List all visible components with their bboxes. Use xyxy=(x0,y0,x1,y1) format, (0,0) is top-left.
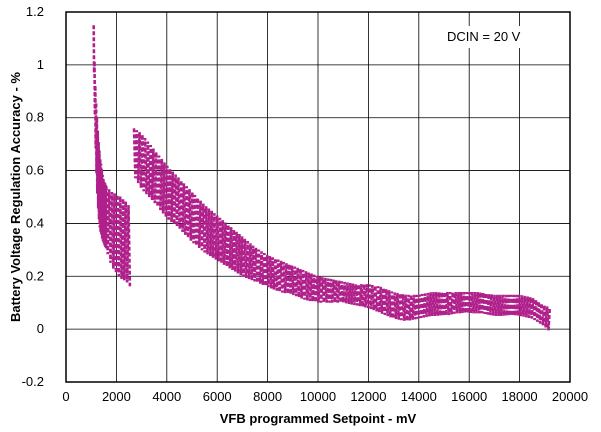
y-tick-label: 0.8 xyxy=(26,110,44,125)
x-tick-label: 20000 xyxy=(552,389,588,404)
x-tick-label: 8000 xyxy=(253,389,282,404)
plot-frame xyxy=(65,11,571,383)
series-line xyxy=(105,186,132,287)
annotation-box xyxy=(440,26,552,48)
x-tick-label: 2000 xyxy=(102,389,131,404)
y-tick-labels: -0.2 0 0.2 0.4 0.6 0.8 1 1.2 xyxy=(22,4,44,389)
grid xyxy=(65,11,571,383)
x-tick-label: 10000 xyxy=(300,389,336,404)
series-line xyxy=(132,128,552,331)
annotation-text: DCIN = 20 V xyxy=(447,29,521,44)
y-axis-title: Battery Voltage Regulation Accuracy - % xyxy=(8,72,23,322)
x-tick-labels: 0 2000 4000 6000 8000 10000 12000 14000 16000 180… xyxy=(62,389,588,404)
x-axis-title: VFB programmed Setpoint - mV xyxy=(220,411,417,426)
y-tick-label: 0 xyxy=(37,321,44,336)
x-tick-label: 6000 xyxy=(203,389,232,404)
y-tick-label: 0.4 xyxy=(26,215,44,230)
x-tick-label: 16000 xyxy=(451,389,487,404)
x-tick-label: 18000 xyxy=(502,389,538,404)
x-tick-label: 12000 xyxy=(350,389,386,404)
series-line xyxy=(92,25,108,250)
x-tick-label: 14000 xyxy=(401,389,437,404)
y-tick-label: -0.2 xyxy=(22,374,44,389)
series xyxy=(92,25,552,331)
x-tick-label: 0 xyxy=(62,389,69,404)
y-tick-label: 1.2 xyxy=(26,4,44,19)
y-tick-label: 0.6 xyxy=(26,163,44,178)
y-tick-label: 0.2 xyxy=(26,268,44,283)
y-tick-label: 1 xyxy=(37,57,44,72)
x-tick-label: 4000 xyxy=(152,389,181,404)
